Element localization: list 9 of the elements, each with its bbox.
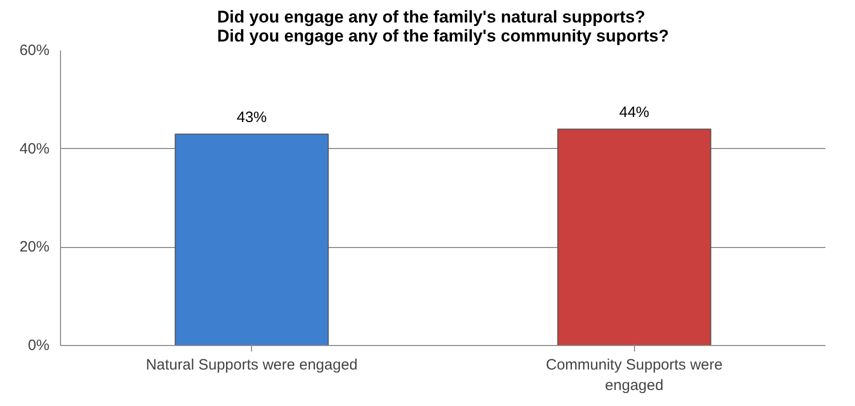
- x-tick-label: Natural Supports were engaged: [146, 356, 358, 374]
- x-tick-label: Community Supports were engaged: [546, 356, 723, 394]
- data-label: 44%: [619, 104, 650, 122]
- y-tick-label: 20%: [19, 238, 50, 256]
- chart-title: Did you engage any of the family's natural supports? Did you engage any of the family's community suports?: [217, 8, 669, 46]
- y-tick-label: 0%: [28, 337, 50, 354]
- y-tick-label: 60%: [19, 42, 50, 59]
- y-tick-label: 40%: [19, 140, 50, 158]
- data-label: 43%: [236, 109, 267, 126]
